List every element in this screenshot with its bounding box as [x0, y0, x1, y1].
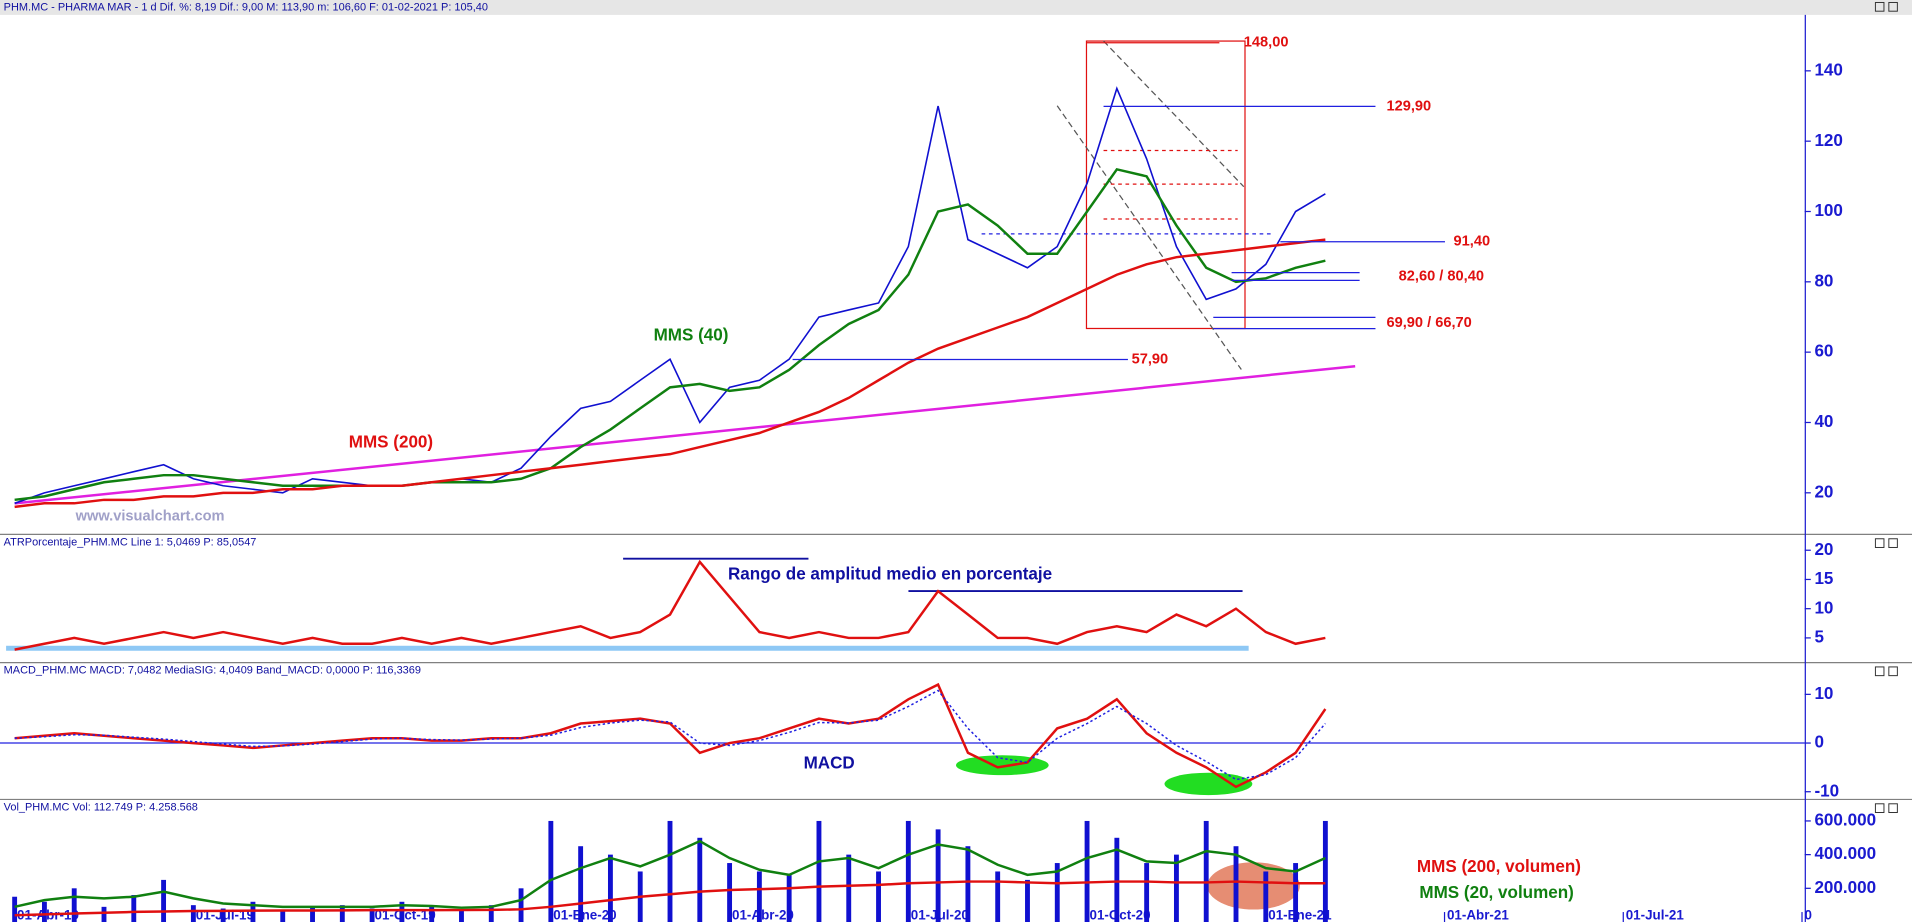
annotation: MACD [804, 752, 855, 772]
volume-bar [488, 905, 494, 922]
volume-bar [727, 863, 733, 922]
y-tick-label: 600.000 [1814, 809, 1876, 829]
volume-bar [518, 888, 524, 922]
panel-title: PHM.MC - PHARMA MAR - 1 d Dif. %: 8,19 D… [4, 1, 488, 13]
volume-bar [786, 874, 792, 922]
volume-bar [220, 908, 226, 922]
series-line [14, 880, 1326, 917]
series-line [14, 238, 1326, 509]
volume-bar [1322, 820, 1328, 922]
y-tick-label: 20 [1814, 539, 1833, 559]
x-tick-label: 0 [1804, 907, 1811, 922]
series-line [14, 682, 1327, 789]
panel-frames [0, 14, 1912, 922]
watermark: www.visualchart.com [75, 508, 225, 524]
panel-title: ATRPorcentaje_PHM.MC Line 1: 5,0469 P: 8… [4, 536, 257, 548]
y-tick-label: 80 [1814, 270, 1833, 290]
level-label: 91,40 [1454, 234, 1491, 250]
volume-bar [131, 895, 137, 922]
volume-bar [965, 846, 971, 922]
series-label: MMS (200) [349, 431, 433, 451]
volume-bar [1203, 820, 1209, 922]
y-tick-label: 200.000 [1814, 877, 1876, 897]
volume-bar [310, 906, 315, 922]
annotation: Rango de amplitud medio en porcentaje [728, 563, 1052, 583]
series-line [14, 559, 1326, 651]
volume-bar [429, 906, 435, 922]
volume-bar [1293, 863, 1299, 922]
level-label: 129,90 [1386, 98, 1431, 114]
volume-bar [1054, 863, 1060, 922]
analysis-shapes [6, 40, 1300, 910]
x-tick-label: 01-Ene-21 [1268, 907, 1332, 922]
y-tick-label: 100 [1814, 200, 1842, 220]
series-line [14, 839, 1326, 909]
volume-bar [280, 910, 286, 922]
volume-bar [459, 910, 464, 922]
volume-bar [1084, 820, 1090, 922]
series-line [14, 86, 1326, 505]
volume-bar [578, 846, 584, 922]
volume-bar [101, 906, 107, 922]
x-tick-label: 01-Abr-20 [732, 907, 794, 922]
volume-bar [12, 896, 18, 922]
volume-bar [1114, 837, 1120, 922]
volume-bar [339, 905, 345, 922]
volume-bar [1263, 871, 1269, 922]
y-tick-label: 120 [1814, 130, 1842, 150]
y-tick-label: 0 [1814, 731, 1823, 751]
x-tick-label: 01-Oct-20 [1089, 907, 1150, 922]
volume-bar [816, 820, 822, 922]
series-line [14, 689, 1326, 781]
level-label: 148,00 [1244, 35, 1289, 51]
volume-bar [995, 871, 1001, 922]
series-line [14, 167, 1326, 502]
window-buttons[interactable] [1874, 1, 1898, 814]
y-tick-label: 15 [1814, 568, 1833, 588]
volume-bar [876, 871, 881, 922]
y-tick-label: -10 [1814, 780, 1839, 800]
y-tick-label: 40 [1814, 411, 1833, 431]
volume-bar [399, 901, 405, 922]
volume-bar [1144, 863, 1150, 922]
level-label: 82,60 / 80,40 [1399, 268, 1484, 284]
volume-bar [935, 829, 941, 922]
panel-title: Vol_PHM.MC Vol: 112.749 P: 4.258.568 [4, 801, 198, 813]
y-tick-label: 10 [1814, 597, 1833, 617]
volume-bar [1173, 854, 1179, 922]
x-tick-label: 01-Abr-21 [1447, 907, 1509, 922]
y-tick-label: 10 [1814, 683, 1833, 703]
volume-bar [1025, 879, 1030, 922]
y-tick-label: 5 [1814, 626, 1824, 646]
y-tick-label: 400.000 [1814, 843, 1876, 863]
volume-bar [697, 837, 703, 922]
panel-title: MACD_PHM.MC MACD: 7,0482 MediaSIG: 4,040… [4, 665, 421, 677]
legend-entry: MMS (20, volumen) [1419, 882, 1574, 902]
legend-entry: MMS (200, volumen) [1417, 856, 1581, 876]
volume-bar [190, 905, 196, 922]
header-bar [0, 0, 1912, 15]
volume-bar [1233, 846, 1239, 922]
volume-bar [905, 820, 911, 922]
level-label: 57,90 [1132, 351, 1169, 367]
volume-bar [607, 854, 613, 922]
y-tick-label: 60 [1814, 341, 1833, 361]
x-tick-label: 01-Jul-21 [1626, 907, 1685, 922]
volume-bar [369, 908, 375, 922]
x-tick-label: 01-Ene-20 [553, 907, 616, 922]
volume-bar [161, 879, 167, 922]
y-tick-label: 20 [1814, 481, 1833, 501]
volume-bar [667, 820, 673, 922]
volume-bar [71, 888, 77, 922]
volume-bar [548, 820, 554, 922]
volume-bar [756, 871, 762, 922]
series-label: MMS (40) [654, 324, 729, 344]
y-tick-label: 140 [1814, 59, 1842, 79]
volume-bar [846, 854, 852, 922]
level-label: 69,90 / 66,70 [1386, 315, 1471, 331]
volume-bar [41, 901, 47, 922]
